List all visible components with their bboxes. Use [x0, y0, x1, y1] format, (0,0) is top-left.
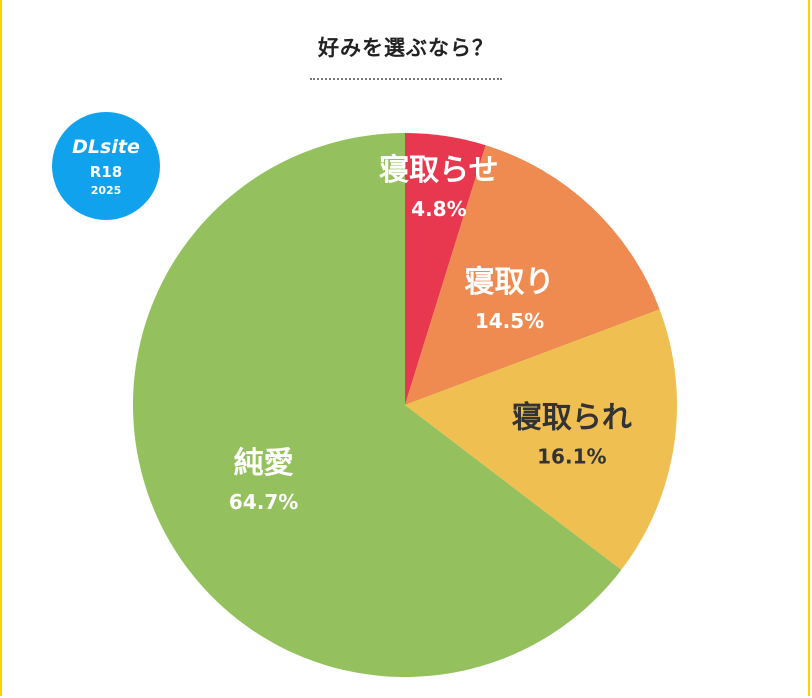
logo-rating: R18 [89, 163, 123, 181]
slice-label-value: 14.5% [475, 309, 544, 333]
slice-label-value: 64.7% [229, 490, 298, 514]
chart-title: 好みを選ぶなら？ [318, 36, 494, 60]
pie-slice-2 [405, 145, 660, 406]
title-underline [310, 78, 502, 80]
slice-label-value: 4.8% [411, 197, 466, 221]
logo-year: 2025 [90, 184, 122, 197]
pie-slice-4 [133, 133, 622, 677]
slice-label-name: 寝取られ [512, 401, 632, 436]
slice-label-value: 16.1% [537, 445, 606, 469]
dlsite-logo: DLsite R18 2025 [52, 112, 160, 220]
logo-name: DLsite [72, 136, 140, 158]
pie-slice-1 [405, 133, 486, 405]
pie-slice-3 [405, 309, 677, 570]
slice-label-name: 純愛 [234, 446, 294, 481]
slice-label-name: 寝取らせ [379, 153, 498, 188]
slice-label-name: 寝取り [465, 265, 555, 300]
